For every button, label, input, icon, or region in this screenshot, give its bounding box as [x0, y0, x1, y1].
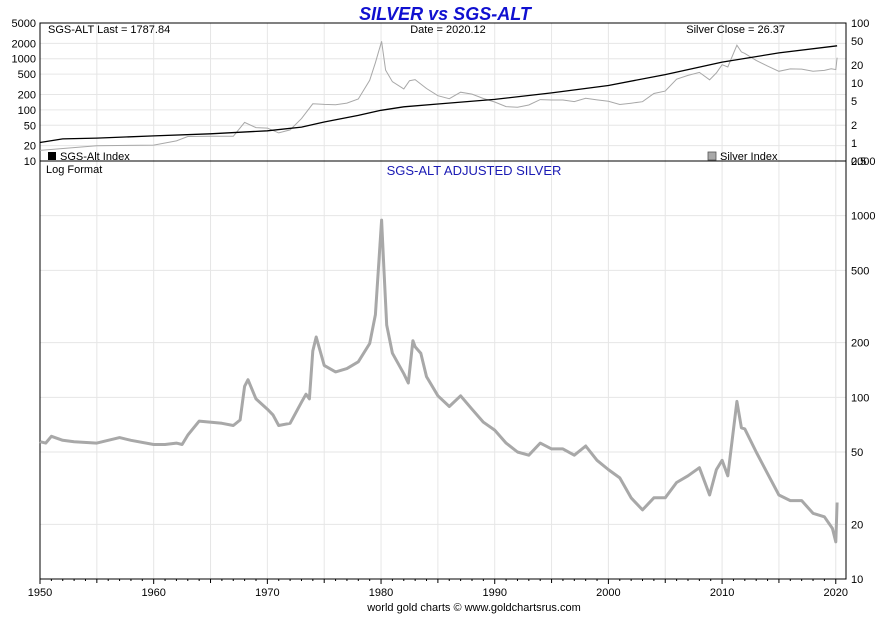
x-tick-label: 2010 — [710, 587, 734, 599]
top-right-tick-label: 20 — [851, 60, 863, 72]
date-label: Date = 2020.12 — [410, 24, 486, 36]
x-tick-label: 2020 — [824, 587, 848, 599]
silver-legend-label: Silver Index — [720, 151, 778, 163]
top-left-tick-label: 1000 — [12, 54, 36, 66]
top-right-tick-label: 100 — [851, 18, 869, 30]
silver-close-label: Silver Close = 26.37 — [686, 24, 785, 36]
silver-index-series-line — [39, 41, 838, 151]
top-left-tick-label: 2000 — [12, 38, 36, 50]
sgs-alt-index-series-line — [39, 45, 838, 144]
top-left-tick-label: 5000 — [12, 18, 36, 30]
sgs-alt-legend-label: SGS-Alt Index — [60, 151, 130, 163]
x-tick-label: 2000 — [596, 587, 620, 599]
top-left-tick-label: 20 — [24, 141, 36, 153]
top-right-tick-label: 10 — [851, 78, 863, 90]
footer-credit: world gold charts © www.goldchartsrus.co… — [366, 602, 581, 614]
x-tick-label: 1990 — [482, 587, 506, 599]
top-right-tick-label: 2 — [851, 120, 857, 132]
bottom-right-tick-label: 500 — [851, 265, 869, 277]
top-panel: 10 20 50 100 200 500 1000 2000 5000 0.5 1 2 5 10 20 50… — [12, 18, 870, 168]
top-left-tick-label: 50 — [24, 120, 36, 132]
bottom-panel-frame — [39, 160, 847, 580]
sgs-alt-last-label: SGS-ALT Last = 1787.84 — [48, 24, 170, 36]
top-right-tick-label: 0.5 — [851, 156, 866, 168]
bottom-right-tick-label: 100 — [851, 392, 869, 404]
bottom-right-tick-label: 50 — [851, 447, 863, 459]
top-left-tick-label: 500 — [18, 69, 36, 81]
log-format-label: Log Format — [46, 164, 102, 176]
top-left-tick-label: 10 — [24, 156, 36, 168]
x-tick-label: 1960 — [141, 587, 165, 599]
adjusted-silver-series-line — [39, 218, 839, 544]
top-left-tick-label: 200 — [18, 89, 36, 101]
chart-title: SILVER vs SGS-ALT — [359, 4, 533, 24]
bottom-right-tick-label: 20 — [851, 519, 863, 531]
x-tick-label: 1970 — [255, 587, 279, 599]
bottom-chart-title: SGS-ALT ADJUSTED SILVER — [387, 163, 562, 178]
bottom-right-tick-label: 200 — [851, 338, 869, 350]
silver-legend-swatch — [707, 151, 717, 161]
bottom-right-tick-label: 10 — [851, 574, 863, 586]
x-tick-label: 1950 — [28, 587, 52, 599]
top-right-tick-label: 5 — [851, 96, 857, 108]
top-left-tick-label: 100 — [18, 105, 36, 117]
top-right-tick-label: 50 — [851, 36, 863, 48]
top-right-tick-label: 1 — [851, 138, 857, 150]
x-tick-label: 1980 — [369, 587, 393, 599]
bottom-right-tick-label: 1000 — [851, 211, 875, 223]
bottom-panel: 10 20 50 100 200 500 1000 2000 1950 1960 1970 1980… — [28, 156, 876, 599]
sgs-alt-legend-swatch — [48, 152, 56, 160]
bottom-right-tick-label: 2000 — [851, 156, 875, 168]
